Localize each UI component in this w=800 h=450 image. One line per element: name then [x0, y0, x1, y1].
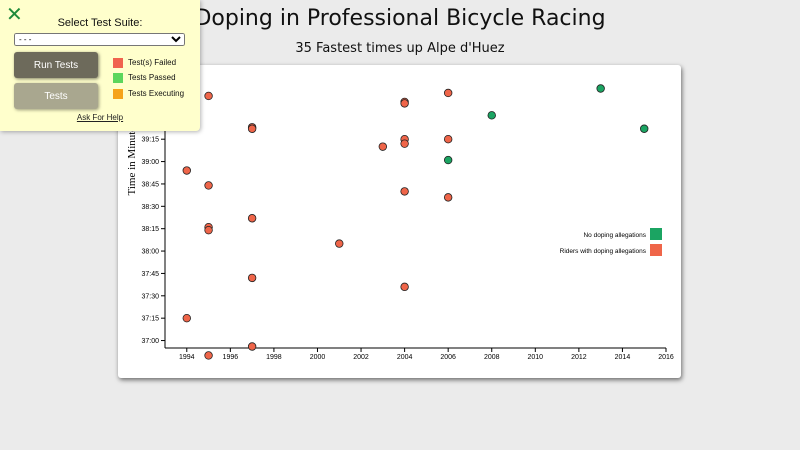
ask-for-help-link[interactable]: Ask For Help [76, 113, 124, 122]
x-tick-label: 1996 [223, 354, 239, 361]
x-tick-label: 2012 [571, 354, 587, 361]
doping-rider-point [247, 273, 257, 283]
status-passed-label: Tests Passed [128, 73, 176, 82]
y-tick-label: 38:45 [141, 181, 159, 188]
clean-rider-point [596, 84, 605, 93]
y-tick-label: 38:00 [141, 249, 159, 256]
x-tick-label: 2016 [658, 354, 674, 361]
y-tick-label: 38:30 [141, 204, 159, 211]
failed-swatch [113, 57, 123, 68]
close-icon[interactable]: ✕ [6, 2, 23, 26]
doping-rider-point [443, 134, 453, 144]
doping-rider-point [204, 181, 213, 190]
x-tick-label: 2010 [528, 354, 544, 361]
x-tick-label: 1994 [179, 354, 195, 361]
x-tick-label: 2006 [440, 354, 456, 361]
y-tick-label: 39:00 [141, 159, 159, 166]
x-tick-label: 2004 [397, 354, 413, 361]
legend-label: Riders with doping allegations [560, 248, 647, 255]
doping-rider-point [400, 187, 409, 196]
x-tick-label: 2014 [615, 354, 631, 361]
x-tick-label: 2002 [353, 354, 369, 361]
y-tick-label: 37:00 [141, 338, 159, 345]
status-passed: Tests Passed [113, 72, 176, 83]
y-tick-label: 37:45 [141, 271, 159, 278]
legend-label: No doping allegations [583, 232, 646, 239]
x-tick-label: 2008 [484, 354, 500, 361]
doping-rider-point [204, 91, 213, 101]
executing-swatch [113, 88, 123, 99]
status-failed: Test(s) Failed [113, 57, 176, 68]
doping-rider-point [400, 139, 409, 148]
doping-rider-point [182, 313, 191, 323]
clean-rider-point [487, 111, 496, 120]
doping-rider-point [182, 166, 191, 175]
y-axis-label: Time in Minutes [126, 123, 138, 196]
doping-rider-point [443, 193, 453, 202]
run-tests-button[interactable]: Run Tests [14, 52, 98, 78]
legend-swatch [650, 244, 662, 256]
suite-select[interactable]: - - - [14, 33, 185, 46]
doping-rider-point [443, 88, 453, 98]
status-executing-label: Tests Executing [128, 89, 185, 98]
clean-rider-point [443, 155, 453, 165]
doping-rider-point [378, 142, 388, 151]
chart-title: Doping in Professional Bicycle Racing [194, 6, 606, 31]
test-panel: ✕ Select Test Suite: - - - Run Tests Tes… [0, 0, 200, 131]
doping-rider-point [247, 214, 257, 223]
passed-swatch [113, 72, 123, 83]
tests-button[interactable]: Tests [14, 83, 98, 109]
doping-rider-point [400, 99, 409, 108]
status-executing: Tests Executing [113, 88, 184, 99]
y-tick-label: 38:15 [141, 226, 159, 233]
chart-card: 1994 1996 1998 2000 2002 2004 2006 2008 2010 2012… [118, 65, 681, 378]
y-tick-label: 37:15 [141, 316, 159, 323]
doping-rider-point [335, 239, 344, 248]
legend-swatch [650, 228, 662, 240]
suite-select-label: Select Test Suite: [57, 17, 143, 29]
x-tick-label: 2000 [310, 354, 326, 361]
doping-rider-point [204, 225, 213, 235]
y-tick-label: 37:30 [141, 293, 159, 300]
doping-rider-point [204, 351, 213, 360]
doping-rider-point [247, 124, 257, 133]
x-tick-label: 1998 [266, 354, 282, 361]
scatter-plot: 1994 1996 1998 2000 2002 2004 2006 2008 2010 2012… [126, 84, 674, 361]
clean-rider-point [640, 124, 649, 133]
status-failed-label: Test(s) Failed [128, 58, 177, 67]
y-tick-label: 39:15 [141, 137, 159, 144]
doping-rider-point [247, 342, 257, 351]
doping-rider-point [400, 282, 409, 292]
chart-subtitle: 35 Fastest times up Alpe d'Huez [295, 41, 505, 56]
